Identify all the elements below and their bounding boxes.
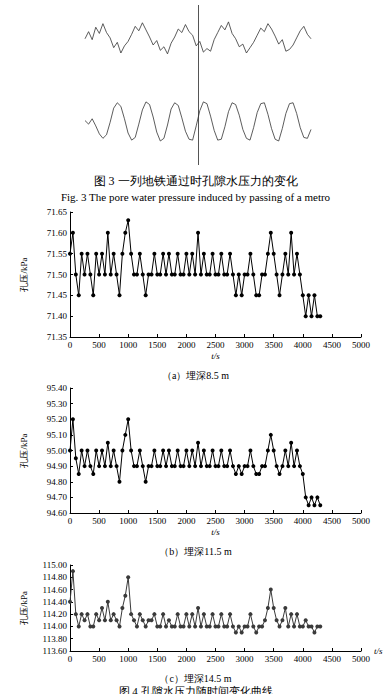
svg-text:孔压/kPa: 孔压/kPa [19,591,29,625]
svg-text:71.45: 71.45 [47,290,68,300]
svg-text:5000: 5000 [352,340,371,350]
svg-text:95.40: 95.40 [47,383,68,393]
svg-text:114.80: 114.80 [43,572,68,582]
svg-text:114.60: 114.60 [43,585,68,595]
svg-text:1000: 1000 [119,654,138,664]
svg-text:2500: 2500 [207,516,226,526]
svg-text:Fig. 3 The pore water pressure: Fig. 3 The pore water pressure induced b… [61,191,331,203]
svg-text:94.60: 94.60 [47,508,68,518]
svg-text:95.20: 95.20 [47,414,68,424]
svg-text:95.10: 95.10 [47,430,68,440]
svg-text:2500: 2500 [207,340,226,350]
svg-text:3000: 3000 [236,516,255,526]
svg-text:孔压/kPa: 孔压/kPa [19,257,29,291]
svg-text:5000: 5000 [352,516,371,526]
svg-text:4000: 4000 [294,654,313,664]
svg-text:（c）埋深14.5 m: （c）埋深14.5 m [159,673,231,684]
svg-text:4500: 4500 [323,654,342,664]
svg-text:114.20: 114.20 [43,609,68,619]
svg-text:t/s: t/s [211,351,220,361]
svg-text:0: 0 [68,516,73,526]
svg-text:500: 500 [92,340,106,350]
svg-text:2000: 2000 [177,654,196,664]
svg-text:孔压/kPa: 孔压/kPa [19,433,29,467]
svg-text:图 4 孔隙水压力随时间变化曲线: 图 4 孔隙水压力随时间变化曲线 [119,685,273,694]
svg-text:（b）埋深11.5 m: （b）埋深11.5 m [159,546,232,557]
svg-text:（a）埋深8.5 m: （a）埋深8.5 m [162,370,229,381]
svg-text:3000: 3000 [236,340,255,350]
svg-text:94.80: 94.80 [47,477,68,487]
svg-text:113.60: 113.60 [43,646,68,656]
svg-text:4500: 4500 [323,340,342,350]
svg-text:71.35: 71.35 [47,332,68,342]
svg-text:0: 0 [68,340,73,350]
svg-text:2500: 2500 [207,654,226,664]
svg-text:95.00: 95.00 [47,446,68,456]
svg-text:4000: 4000 [294,340,313,350]
svg-text:1500: 1500 [148,516,167,526]
svg-text:500: 500 [92,654,106,664]
svg-text:0: 0 [68,654,73,664]
svg-text:71.60: 71.60 [47,228,68,238]
svg-text:71.40: 71.40 [47,311,68,321]
svg-text:71.55: 71.55 [47,249,68,259]
svg-text:114.00: 114.00 [43,621,68,631]
svg-text:2000: 2000 [177,340,196,350]
svg-text:3500: 3500 [265,516,284,526]
svg-text:71.50: 71.50 [47,270,68,280]
svg-text:3500: 3500 [265,340,284,350]
svg-text:1500: 1500 [148,654,167,664]
svg-text:3000: 3000 [236,654,255,664]
svg-text:4500: 4500 [323,516,342,526]
svg-text:500: 500 [92,516,106,526]
svg-text:94.90: 94.90 [47,461,68,471]
svg-text:113.80: 113.80 [43,634,68,644]
svg-text:95.30: 95.30 [47,399,68,409]
svg-text:2000: 2000 [177,516,196,526]
svg-text:1000: 1000 [119,340,138,350]
svg-text:1500: 1500 [148,340,167,350]
svg-text:1000: 1000 [119,516,138,526]
svg-text:t/s: t/s [211,527,220,537]
svg-text:5000: 5000 [352,654,371,664]
svg-text:115.00: 115.00 [43,560,68,570]
svg-text:3500: 3500 [265,654,284,664]
svg-text:图 3 一列地铁通过时孔隙水压力的变化: 图 3 一列地铁通过时孔隙水压力的变化 [94,174,298,188]
svg-text:t/s: t/s [374,646,383,656]
svg-text:94.70: 94.70 [47,492,68,502]
svg-text:114.40: 114.40 [43,597,68,607]
svg-text:4000: 4000 [294,516,313,526]
svg-text:71.65: 71.65 [47,207,68,217]
